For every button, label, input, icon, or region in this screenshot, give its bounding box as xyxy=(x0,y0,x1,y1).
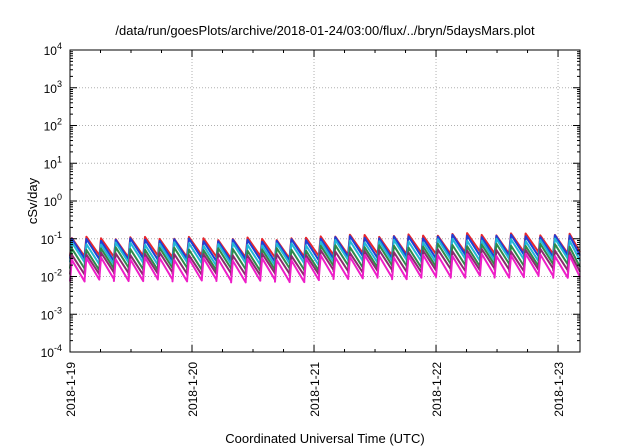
axis-ticks xyxy=(69,49,580,353)
x-tick-label: 2018-1-21 xyxy=(308,362,322,417)
y-tick-label: 103 xyxy=(44,79,62,96)
y-tick-label: 10-4 xyxy=(41,343,62,360)
x-tick-label: 2018-1-22 xyxy=(430,362,444,417)
y-tick-label: 10-2 xyxy=(41,268,62,285)
y-tick-label: 104 xyxy=(44,41,62,58)
x-tick-labels: 2018-1-19 2018-1-20 2018-1-21 2018-1-22 2018… xyxy=(64,362,566,417)
y-tick-label: 10-3 xyxy=(41,305,62,322)
y-tick-label: 102 xyxy=(44,117,62,134)
grid-lines xyxy=(70,50,580,352)
series-line-6 xyxy=(69,252,581,284)
y-tick-label: 101 xyxy=(44,154,62,171)
series-layer xyxy=(69,232,581,284)
y-tick-label: 10-1 xyxy=(41,230,62,247)
y-axis-label: cSv/day xyxy=(25,177,40,224)
x-tick-label: 2018-1-23 xyxy=(552,362,566,417)
y-tick-labels: 104 103 102 101 100 10-1 10-2 10-3 10-4 xyxy=(41,41,62,360)
x-tick-label: 2018-1-20 xyxy=(186,362,200,417)
y-tick-label: 100 xyxy=(44,192,62,209)
x-tick-label: 2018-1-19 xyxy=(64,362,78,417)
x-axis-label: Coordinated Universal Time (UTC) xyxy=(225,431,424,446)
chart-title: /data/run/goesPlots/archive/2018-01-24/0… xyxy=(115,23,535,38)
